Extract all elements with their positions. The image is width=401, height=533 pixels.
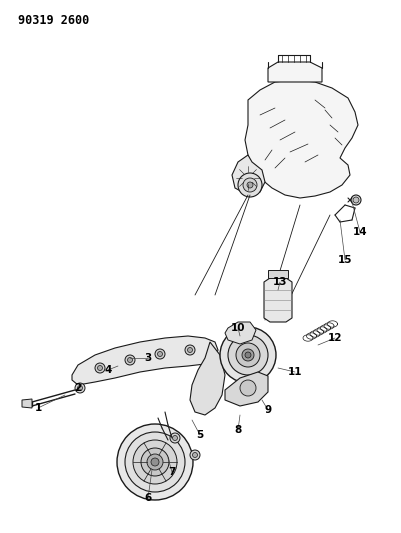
Polygon shape (245, 80, 358, 198)
Circle shape (188, 348, 192, 352)
Circle shape (247, 182, 253, 188)
Text: 9: 9 (264, 405, 271, 415)
Text: 14: 14 (353, 227, 367, 237)
Circle shape (190, 450, 200, 460)
Circle shape (220, 327, 276, 383)
Circle shape (351, 195, 361, 205)
Polygon shape (268, 62, 322, 82)
Circle shape (75, 383, 85, 393)
Circle shape (240, 380, 256, 396)
Text: 8: 8 (234, 425, 242, 435)
Circle shape (170, 433, 180, 443)
Circle shape (158, 351, 162, 357)
Circle shape (77, 385, 83, 391)
Polygon shape (72, 336, 218, 385)
Text: 5: 5 (196, 430, 204, 440)
Polygon shape (225, 322, 256, 344)
Text: 90319 2600: 90319 2600 (18, 14, 89, 27)
Polygon shape (232, 155, 265, 195)
Circle shape (128, 358, 132, 362)
Text: 4: 4 (104, 365, 112, 375)
Circle shape (117, 424, 193, 500)
Circle shape (238, 173, 262, 197)
Text: 10: 10 (231, 323, 245, 333)
Circle shape (97, 366, 103, 370)
Circle shape (172, 435, 178, 440)
Circle shape (353, 197, 359, 203)
Circle shape (192, 453, 198, 457)
Polygon shape (190, 342, 225, 415)
Circle shape (155, 349, 165, 359)
Polygon shape (22, 399, 32, 408)
Circle shape (95, 363, 105, 373)
Text: 2: 2 (74, 383, 82, 393)
Circle shape (236, 343, 260, 367)
Text: 6: 6 (144, 493, 152, 503)
Circle shape (185, 345, 195, 355)
Circle shape (125, 355, 135, 365)
Circle shape (147, 454, 163, 470)
Polygon shape (264, 278, 292, 322)
Text: 13: 13 (273, 277, 287, 287)
Circle shape (141, 448, 169, 476)
Text: 11: 11 (288, 367, 302, 377)
Text: 1: 1 (34, 403, 42, 413)
Circle shape (228, 335, 268, 375)
Circle shape (151, 458, 159, 466)
Text: 12: 12 (328, 333, 342, 343)
Polygon shape (268, 270, 288, 278)
Circle shape (133, 440, 177, 484)
Text: 7: 7 (168, 467, 176, 477)
Circle shape (245, 352, 251, 358)
Circle shape (243, 178, 257, 192)
Text: 15: 15 (338, 255, 352, 265)
Circle shape (125, 432, 185, 492)
Polygon shape (225, 372, 268, 406)
Text: 3: 3 (144, 353, 152, 363)
Circle shape (242, 349, 254, 361)
